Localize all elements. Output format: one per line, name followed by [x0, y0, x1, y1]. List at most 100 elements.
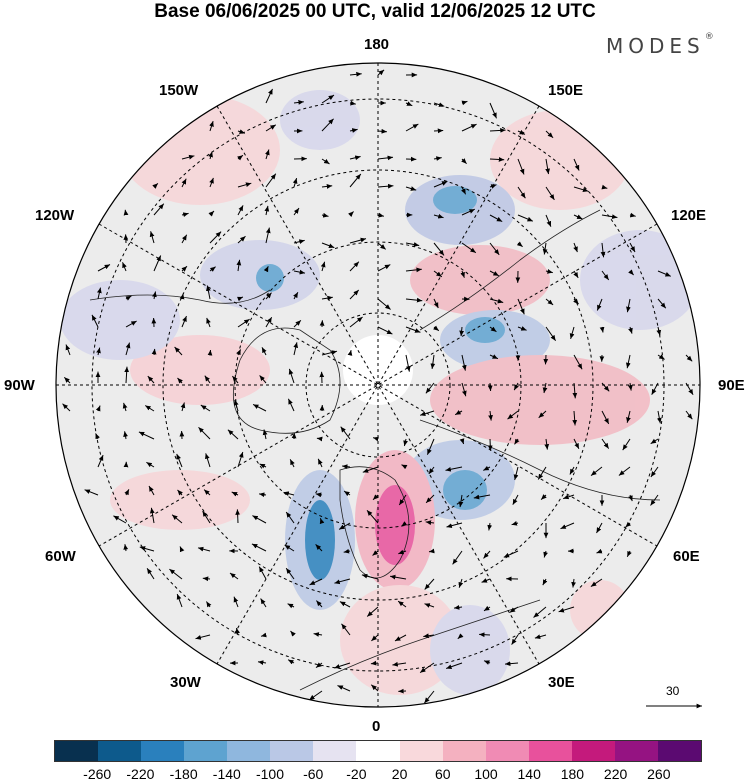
wind-vector [258, 566, 267, 580]
colorbar-tick-label: -220 [126, 766, 155, 782]
wind-vector [91, 314, 99, 328]
wind-vector [227, 429, 239, 440]
wind-vector [542, 382, 548, 394]
wind-vector [284, 544, 295, 552]
wind-vector [540, 494, 547, 500]
wind-vector [197, 546, 211, 552]
wind-vector [537, 466, 547, 480]
wind-vector [237, 154, 244, 161]
wind-vector [176, 453, 183, 468]
colorbar-tick-label: -180 [169, 766, 198, 782]
wind-vector [377, 212, 385, 218]
wind-vector [260, 598, 267, 608]
wind-vector [171, 514, 183, 524]
wind-vector [229, 572, 239, 580]
wind-vector [147, 375, 155, 384]
wind-vector [377, 183, 394, 189]
wind-vector [209, 177, 214, 188]
wind-vector [626, 550, 632, 558]
lon-label-60w: 60W [45, 548, 76, 565]
wind-vector [293, 319, 302, 328]
wind-vector [337, 685, 351, 692]
wind-vector [259, 492, 267, 498]
wind-vector [572, 382, 578, 399]
wind-vector [433, 156, 442, 161]
colorbar-swatch [227, 741, 271, 761]
colorbar-swatch [98, 741, 142, 761]
wind-vector [513, 382, 519, 391]
wind-vector [514, 438, 520, 445]
wind-vector [123, 209, 129, 216]
wind-vector [316, 600, 323, 608]
wind-vector [287, 398, 295, 412]
wind-vector [377, 264, 391, 272]
wind-vector [233, 596, 239, 608]
wind-vector [628, 326, 633, 334]
wind-vector [489, 242, 500, 256]
wind-vector [599, 326, 605, 333]
wind-vector [309, 578, 323, 586]
wind-vector [149, 231, 155, 244]
wind-vector [405, 354, 411, 372]
wind-vector [343, 490, 351, 497]
wind-vector [487, 522, 493, 531]
wind-vector [349, 289, 360, 300]
colorbar-swatch [399, 741, 443, 761]
wind-vector [390, 574, 407, 580]
wind-vector [321, 94, 335, 104]
wind-vector [251, 543, 267, 552]
wind-vector [405, 326, 421, 333]
wind-vector [398, 494, 407, 506]
wind-vector [315, 492, 323, 498]
wind-vector [428, 466, 435, 475]
wind-vector [146, 568, 155, 580]
wind-vector [287, 659, 295, 665]
wind-vector [138, 431, 155, 440]
wind-vector [259, 463, 267, 469]
wind-vector [377, 326, 393, 335]
wind-vector [293, 100, 304, 105]
wind-vector [202, 510, 211, 524]
wind-vector [371, 634, 379, 642]
wind-vector [343, 548, 351, 554]
wind-vector [308, 690, 323, 701]
wind-vector [205, 601, 212, 608]
wind-vector [321, 118, 334, 132]
wind-vector [542, 578, 548, 586]
wind-vector [209, 231, 222, 244]
colorbar-tick-label: -260 [83, 766, 112, 782]
wind-vector [433, 213, 444, 219]
wind-vector [252, 403, 267, 412]
wind-vector [656, 410, 662, 424]
wind-vector [209, 120, 214, 132]
wind-vector [572, 410, 578, 426]
wind-vector [461, 158, 467, 165]
wind-vector [453, 604, 463, 610]
wind-vector [543, 354, 549, 365]
wind-vector [397, 600, 407, 608]
wind-vector [289, 459, 295, 468]
wind-vector [452, 550, 463, 565]
wind-vector [424, 603, 435, 608]
wind-vector [341, 623, 351, 636]
wind-vector [176, 593, 183, 608]
wind-vector [596, 548, 603, 554]
wind-vector [543, 550, 548, 558]
wind-vector [125, 342, 131, 356]
wind-vector [460, 270, 465, 278]
colorbar [54, 740, 702, 762]
colorbar-tick-label: 100 [474, 766, 498, 782]
brand-name: MODES [606, 34, 705, 58]
wind-vector [488, 410, 493, 421]
colorbar-swatch [270, 741, 314, 761]
wind-vector [151, 348, 157, 356]
wind-vector [349, 237, 367, 244]
wind-vector [473, 494, 491, 500]
colorbar-swatch [528, 741, 572, 761]
colorbar-tick-label: -60 [303, 766, 324, 782]
wind-vector [265, 316, 273, 328]
colorbar-tick-label: 260 [647, 766, 671, 782]
colorbar-tick-label: 180 [560, 766, 585, 782]
wind-vector [265, 292, 272, 300]
